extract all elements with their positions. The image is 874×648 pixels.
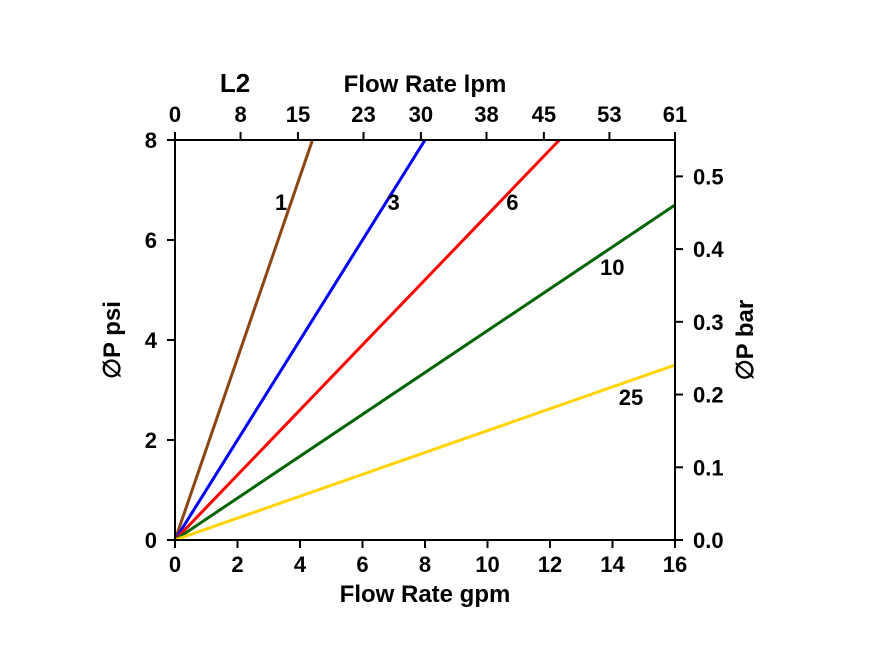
x-bottom-tick-label: 0 — [169, 552, 181, 577]
series-line-25 — [175, 365, 675, 540]
x-top-tick-label: 30 — [409, 102, 433, 127]
x-bottom-title: Flow Rate gpm — [340, 581, 511, 608]
series-label-1: 1 — [275, 190, 287, 215]
chart-container: 0246810121416Flow Rate gpm08152330384553… — [0, 0, 874, 648]
series-label-6: 6 — [506, 190, 518, 215]
x-top-tick-label: 61 — [663, 102, 687, 127]
y-left-tick-label: 0 — [145, 528, 157, 553]
series-line-1 — [175, 140, 313, 540]
x-top-tick-label: 0 — [169, 102, 181, 127]
y-left-title: ∅P psi — [99, 301, 126, 379]
x-bottom-tick-label: 14 — [600, 552, 625, 577]
l2-label: L2 — [220, 68, 250, 98]
y-right-tick-label: 0.2 — [693, 383, 724, 408]
x-bottom-tick-label: 12 — [538, 552, 562, 577]
series-label-3: 3 — [388, 190, 400, 215]
y-right-tick-label: 0.5 — [693, 164, 724, 189]
y-right-tick-label: 0.0 — [693, 528, 724, 553]
x-top-title: Flow Rate lpm — [344, 71, 507, 98]
x-top-tick-label: 8 — [234, 102, 246, 127]
x-bottom-tick-label: 6 — [356, 552, 368, 577]
pressure-flow-chart: 0246810121416Flow Rate gpm08152330384553… — [0, 0, 874, 648]
x-top-tick-label: 15 — [286, 102, 310, 127]
series-group — [175, 140, 675, 540]
y-right-tick-label: 0.3 — [693, 310, 724, 335]
x-top-tick-label: 45 — [532, 102, 556, 127]
x-top-tick-label: 53 — [597, 102, 621, 127]
x-bottom-tick-label: 8 — [419, 552, 431, 577]
y-left-tick-label: 2 — [145, 428, 157, 453]
x-top-tick-label: 38 — [474, 102, 498, 127]
y-right-title: ∅P bar — [732, 300, 759, 381]
x-bottom-tick-label: 4 — [294, 552, 307, 577]
y-left-tick-label: 4 — [145, 328, 158, 353]
y-left-tick-label: 6 — [145, 228, 157, 253]
y-right-tick-label: 0.1 — [693, 455, 724, 480]
x-bottom-tick-label: 16 — [663, 552, 687, 577]
x-bottom-tick-label: 10 — [475, 552, 499, 577]
x-top-tick-label: 23 — [351, 102, 375, 127]
y-left-tick-label: 8 — [145, 128, 157, 153]
series-label-10: 10 — [600, 255, 624, 280]
series-label-25: 25 — [619, 385, 643, 410]
x-bottom-tick-label: 2 — [231, 552, 243, 577]
series-line-6 — [175, 140, 559, 540]
y-right-tick-label: 0.4 — [693, 237, 724, 262]
